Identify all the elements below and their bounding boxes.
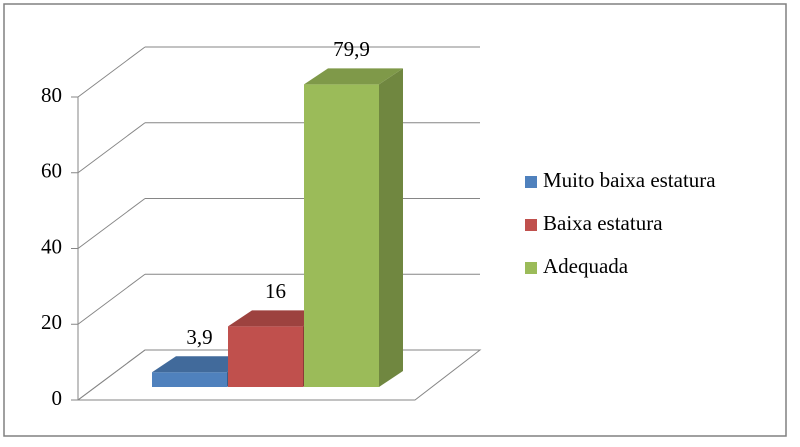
legend-label: Adequada <box>543 254 629 278</box>
legend-label: Baixa estatura <box>543 211 663 235</box>
legend-label: Muito baixa estatura <box>543 168 716 192</box>
data-label: 3,9 <box>186 325 212 349</box>
bar-top <box>304 68 403 85</box>
bar <box>228 326 303 387</box>
bar-side <box>379 68 403 387</box>
bar-top <box>228 310 327 327</box>
data-label: 79,9 <box>333 37 370 61</box>
y-tick-label: 20 <box>41 310 62 334</box>
grid-line <box>77 122 146 174</box>
grid-line <box>77 46 146 98</box>
legend-swatch <box>525 219 537 231</box>
bar <box>304 84 379 387</box>
grid-line <box>77 198 146 249</box>
bar <box>152 372 227 387</box>
y-tick-label: 40 <box>41 234 62 258</box>
legend-swatch <box>525 262 537 274</box>
legend-swatch <box>525 176 537 188</box>
grid-line <box>77 349 146 401</box>
bar-top <box>152 356 251 373</box>
y-tick-label: 0 <box>52 386 63 410</box>
y-tick-label: 80 <box>41 83 62 107</box>
grid-line <box>77 273 146 325</box>
y-tick-label: 60 <box>41 159 62 183</box>
data-label: 16 <box>265 279 286 303</box>
